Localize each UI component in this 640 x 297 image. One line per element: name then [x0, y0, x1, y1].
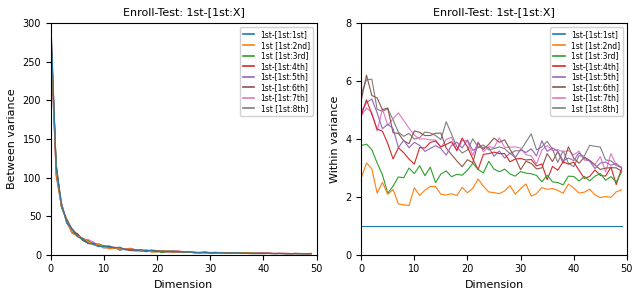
Title: Enroll-Test: 1st-[1st:X]: Enroll-Test: 1st-[1st:X] [433, 7, 555, 17]
Legend: 1st-[1st:1st], 1st [1st:2nd], 1st [1st:3rd], 1st-[1st:4th], 1st-[1st:5th], 1st-[: 1st-[1st:1st], 1st [1st:2nd], 1st [1st:3… [240, 27, 313, 116]
Y-axis label: Within variance: Within variance [330, 95, 340, 183]
X-axis label: Dimension: Dimension [465, 280, 524, 290]
Y-axis label: Between variance: Between variance [7, 89, 17, 189]
X-axis label: Dimension: Dimension [154, 280, 213, 290]
Legend: 1st-[1st:1st], 1st [1st:2nd], 1st [1st:3rd], 1st-[1st:4th], 1st-[1st:5th], 1st-[: 1st-[1st:1st], 1st [1st:2nd], 1st [1st:3… [550, 27, 623, 116]
Title: Enroll-Test: 1st-[1st:X]: Enroll-Test: 1st-[1st:X] [123, 7, 244, 17]
